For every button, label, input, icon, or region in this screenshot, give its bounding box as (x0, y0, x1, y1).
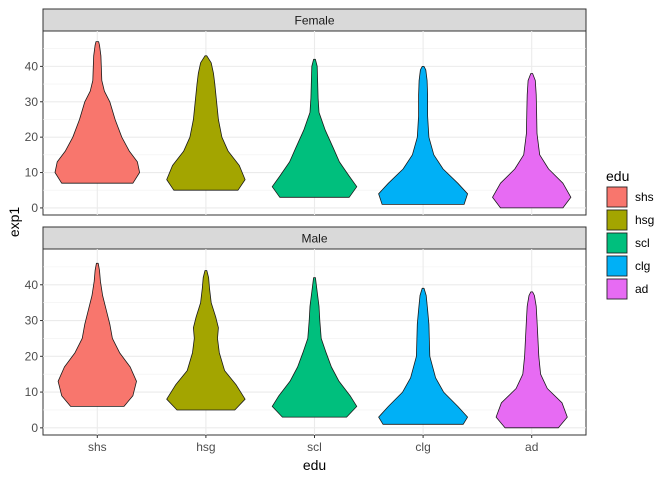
x-tick-label-shs: shs (88, 440, 107, 454)
legend-label-clg: clg (635, 259, 650, 273)
y-tick-label: 20 (25, 349, 39, 363)
x-tick-label-hsg: hsg (196, 440, 215, 454)
violin-shs-male (57, 262, 137, 407)
violin-hsg-male (166, 270, 246, 411)
x-tick-label-clg: clg (415, 440, 430, 454)
y-tick-label: 30 (25, 95, 39, 109)
y-tick-label: 30 (25, 314, 39, 328)
legend-label-scl: scl (635, 236, 650, 250)
violin-hsg-female (166, 55, 246, 191)
legend: edu shs hsg scl clg ad (606, 168, 654, 300)
y-tick-label: 10 (25, 385, 39, 399)
x-tick-label-scl: scl (307, 440, 322, 454)
y-axis-title: exp1 (6, 207, 22, 238)
legend-swatch-clg (606, 255, 628, 277)
x-tick-label-ad: ad (525, 440, 538, 454)
y-tick-label: 10 (25, 166, 39, 180)
legend-swatch-scl (606, 232, 628, 254)
violin-ad-male (495, 291, 568, 429)
y-axis-male: 0 10 20 30 40 (25, 278, 43, 435)
legend-swatch-shs (606, 186, 628, 208)
violin-clg-female (378, 66, 468, 205)
strip-label-male: Male (301, 232, 327, 246)
y-axis-female: 0 10 20 30 40 (25, 59, 43, 215)
legend-swatch-hsg (606, 209, 628, 231)
violin-scl-male (271, 277, 358, 418)
violin-clg-male (378, 287, 468, 425)
legend-title: edu (606, 168, 629, 184)
legend-label-shs: shs (635, 190, 654, 204)
y-tick-label: 20 (25, 130, 39, 144)
y-tick-label: 0 (31, 201, 38, 215)
facet-male: Male 0 10 20 30 40 (25, 226, 587, 436)
violin-shs-female (54, 41, 140, 184)
x-axis-title: edu (303, 457, 326, 473)
legend-label-ad: ad (635, 282, 648, 296)
legend-items: shs hsg scl clg ad (606, 186, 654, 300)
facet-female: Female 0 10 20 30 40 (25, 8, 587, 216)
y-tick-label: 40 (25, 278, 39, 292)
violins-female (54, 41, 572, 209)
y-tick-label: 40 (25, 59, 39, 73)
violins-male (57, 262, 568, 429)
violin-scl-female (271, 58, 358, 198)
y-tick-label: 0 (31, 421, 38, 435)
legend-label-hsg: hsg (635, 213, 654, 227)
strip-label-female: Female (294, 14, 334, 28)
legend-swatch-ad (606, 278, 628, 300)
violin-ad-female (492, 73, 572, 209)
x-axis: shs hsg scl clg ad (88, 435, 538, 454)
